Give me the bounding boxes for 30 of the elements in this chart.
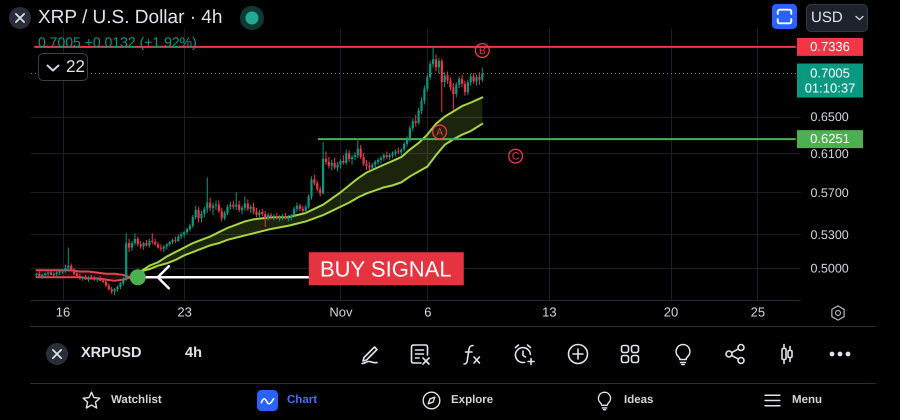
data-label: 0.6251	[810, 131, 850, 146]
text: Ideas	[624, 394, 654, 408]
x-tick-label: Nov	[329, 304, 354, 320]
y-tick-label: 0.5700	[810, 186, 849, 200]
x-tick-label: 13	[542, 304, 557, 320]
y-tick-label: 0.6100	[810, 146, 849, 161]
text: Explore	[451, 394, 494, 408]
annotation: A	[436, 126, 444, 138]
ref-line-label: 0.7005	[810, 66, 850, 80]
x-tick-label: 16	[56, 304, 70, 320]
y-tick-label: 0.5000	[810, 261, 849, 276]
text: Chart	[287, 394, 318, 408]
x-tick-label: 20	[664, 304, 678, 320]
chart-subtitle: 0.7005 +0.0132 (+1.92%)	[38, 34, 197, 50]
chart-title: XRP / U.S. Dollar · 4h	[38, 6, 222, 30]
y-tick-label: 0.6500	[810, 110, 849, 124]
x-tick-label: 25	[750, 304, 766, 320]
x-tick-label: 23	[177, 304, 192, 320]
text: Watchlist	[111, 394, 162, 408]
text: Menu	[792, 394, 822, 408]
annotation: BUY SIGNAL	[320, 256, 452, 282]
text: USD	[811, 9, 843, 27]
annotation: 22	[66, 56, 85, 78]
data-label: 0.7336	[810, 38, 850, 54]
y-tick-label: 0.5300	[810, 228, 849, 242]
text: 4h	[185, 345, 202, 363]
text: XRPUSD	[81, 345, 142, 363]
annotation: C	[512, 150, 520, 163]
text: 01:10:37	[804, 80, 856, 96]
x-tick-label: 6	[424, 304, 432, 320]
